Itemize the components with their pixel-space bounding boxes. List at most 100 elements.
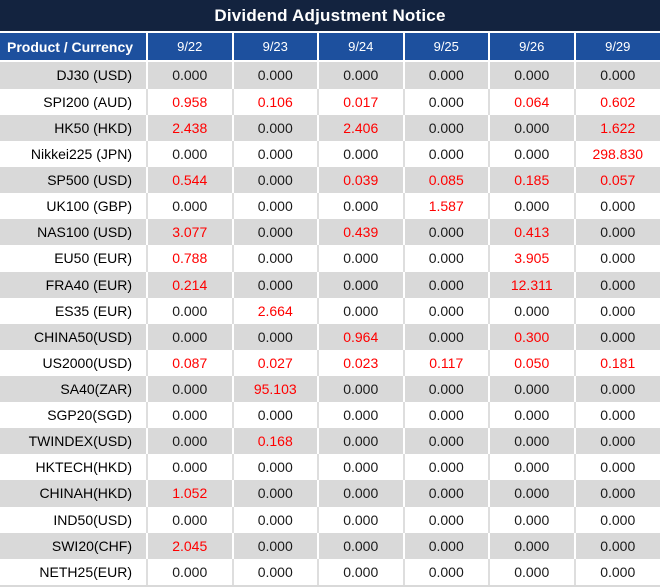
dividend-value-cell: 0.000	[403, 61, 490, 89]
dividend-value-cell: 0.000	[600, 328, 636, 345]
dividend-value-cell: 0.000	[600, 433, 636, 450]
table-row: NAS100 (USD) 3.077 0.000 0.439 0.000 0.413 0.0…	[0, 219, 660, 246]
product-label: CHINA50(USD)	[0, 323, 148, 350]
column-header-date: 9/25	[403, 33, 490, 62]
dividend-value-cell: 0.000	[403, 402, 490, 429]
dividend-value-cell: 0.000	[489, 480, 576, 507]
column-header-product-currency: Product / Currency	[0, 33, 148, 62]
dividend-value-cell: 0.000	[403, 297, 490, 324]
dividend-value-cell: 0.000	[403, 428, 490, 455]
dividend-value-cell: 1.622	[600, 119, 636, 136]
product-label: IND50(USD)	[0, 506, 148, 533]
product-label: ES35 (EUR)	[0, 297, 148, 324]
table-row: US2000(USD) 0.087 0.027 0.023 0.117 0.050 0.18…	[0, 349, 660, 376]
dividend-value-cell: 0.000	[489, 558, 576, 585]
dividend-value-cell: 0.000	[600, 250, 636, 267]
dividend-value-cell: 0.000	[147, 402, 234, 429]
table-row: SGP20(SGD) 0.000 0.000 0.000 0.000 0.000 0.000	[0, 402, 660, 429]
dividend-value-cell: 0.000	[232, 454, 319, 481]
dividend-value-cell: 0.000	[232, 167, 319, 194]
dividend-value-cell: 0.000	[600, 224, 636, 241]
table-row: HKTECH(HKD) 0.000 0.000 0.000 0.000 0.000 0.00…	[0, 454, 660, 481]
product-label: FRA40 (EUR)	[0, 271, 148, 298]
table-row: CHINAH(HKD) 1.052 0.000 0.000 0.000 0.000 0.00…	[0, 480, 660, 507]
product-label: SA40(ZAR)	[0, 375, 148, 403]
product-label: EU50 (EUR)	[0, 245, 148, 272]
dividend-value-cell: 0.000	[147, 428, 234, 455]
dividend-value-cell: 0.000	[489, 61, 576, 89]
dividend-value-cell: 0.000	[403, 506, 490, 533]
dividend-value-cell: 0.064	[489, 88, 576, 115]
product-label: SGP20(SGD)	[0, 402, 148, 429]
dividend-value-cell: 0.214	[147, 271, 234, 298]
page-title: Dividend Adjustment Notice	[214, 5, 446, 25]
dividend-value-cell: 0.000	[147, 61, 234, 89]
column-header-date: 9/22	[147, 33, 234, 62]
product-label: SPI200 (AUD)	[0, 88, 148, 115]
dividend-value-cell: 0.000	[600, 302, 636, 319]
dividend-value-cell: 0.000	[147, 140, 234, 168]
dividend-value-cell: 0.000	[232, 61, 319, 89]
dividend-value-cell: 0.000	[232, 245, 319, 272]
dividend-value-cell: 0.958	[147, 88, 234, 115]
dividend-value-cell: 0.168	[232, 428, 319, 455]
dividend-table: Product / Currency 9/22 9/23 9/24 9/25 9/26 9…	[0, 33, 660, 585]
dividend-value-cell: 0.039	[318, 167, 405, 194]
dividend-value-cell: 0.000	[489, 140, 576, 168]
dividend-value-cell: 0.000	[232, 114, 319, 141]
dividend-value-cell: 0.000	[318, 271, 405, 298]
dividend-value-cell: 0.185	[489, 167, 576, 194]
dividend-value-cell: 0.000	[147, 558, 234, 585]
dividend-value-cell: 0.439	[318, 219, 405, 246]
dividend-value-cell: 0.000	[600, 511, 636, 528]
dividend-value-cell: 95.103	[232, 375, 319, 403]
dividend-value-cell: 0.017	[318, 88, 405, 115]
dividend-value-cell: 0.000	[489, 193, 576, 220]
table-row: CHINA50(USD) 0.000 0.000 0.964 0.000 0.300 0.0…	[0, 323, 660, 350]
dividend-value-cell: 0.000	[600, 563, 636, 580]
table-row: SP500 (USD) 0.544 0.000 0.039 0.085 0.185 0.05…	[0, 167, 660, 194]
column-header-date: 9/29	[574, 33, 660, 62]
dividend-value-cell: 0.000	[403, 219, 490, 246]
dividend-value-cell: 0.117	[403, 349, 490, 376]
dividend-value-cell: 0.000	[600, 485, 636, 502]
dividend-value-cell: 0.000	[403, 532, 490, 559]
dividend-value-cell: 0.000	[600, 67, 636, 84]
dividend-value-cell: 0.023	[318, 349, 405, 376]
dividend-value-cell: 0.000	[318, 428, 405, 455]
product-label: SWI20(CHF)	[0, 532, 148, 559]
table-row: Nikkei225 (JPN) 0.000 0.000 0.000 0.000 0.000…	[0, 140, 660, 168]
dividend-value-cell: 0.000	[403, 558, 490, 585]
dividend-value-cell: 0.000	[232, 480, 319, 507]
table-row: DJ30 (USD) 0.000 0.000 0.000 0.000 0.000 0.000	[0, 61, 660, 89]
table-row: UK100 (GBP) 0.000 0.000 0.000 1.587 0.000 0.00…	[0, 193, 660, 220]
dividend-value-cell: 0.000	[147, 323, 234, 350]
dividend-value-cell: 0.085	[403, 167, 490, 194]
dividend-value-cell: 0.057	[600, 172, 636, 189]
product-label: SP500 (USD)	[0, 167, 148, 194]
dividend-value-cell: 0.027	[232, 349, 319, 376]
dividend-value-cell: 2.438	[147, 114, 234, 141]
dividend-value-cell: 0.000	[232, 219, 319, 246]
product-label: Nikkei225 (JPN)	[0, 140, 148, 168]
table-row: TWINDEX(USD) 0.000 0.168 0.000 0.000 0.000 0.0…	[0, 428, 660, 455]
dividend-value-cell: 0.544	[147, 167, 234, 194]
dividend-value-cell: 0.000	[600, 276, 636, 293]
column-header-date: 9/26	[489, 33, 576, 62]
dividend-value-cell: 3.905	[489, 245, 576, 272]
table-row: HK50 (HKD) 2.438 0.000 2.406 0.000 0.000 1.622	[0, 114, 660, 141]
dividend-value-cell: 0.000	[600, 537, 636, 554]
dividend-value-cell: 0.000	[232, 193, 319, 220]
dividend-value-cell: 0.106	[232, 88, 319, 115]
dividend-value-cell: 0.000	[600, 459, 636, 476]
dividend-value-cell: 0.300	[489, 323, 576, 350]
title-bar: Dividend Adjustment Notice	[0, 0, 660, 33]
dividend-value-cell: 0.000	[232, 506, 319, 533]
dividend-value-cell: 0.000	[489, 375, 576, 403]
product-label: NAS100 (USD)	[0, 219, 148, 246]
dividend-value-cell: 0.000	[403, 245, 490, 272]
dividend-value-cell: 0.050	[489, 349, 576, 376]
dividend-value-cell: 0.000	[147, 454, 234, 481]
dividend-value-cell: 0.000	[147, 375, 234, 403]
dividend-value-cell: 0.000	[403, 114, 490, 141]
